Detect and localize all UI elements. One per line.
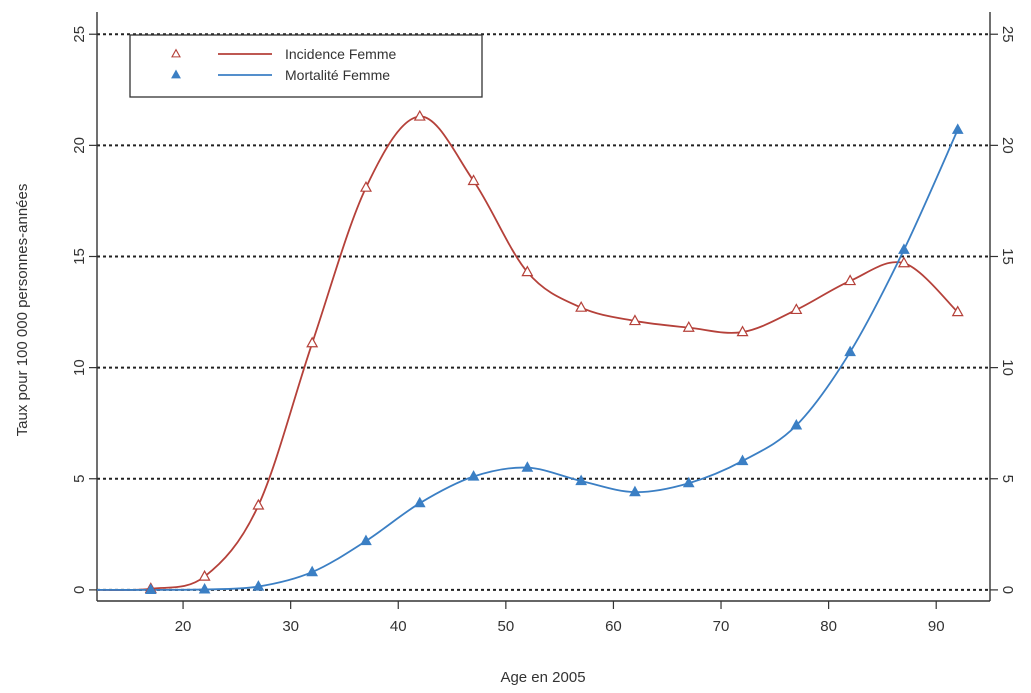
x-tick-label-50: 50 — [497, 618, 514, 635]
series-0-point-52 — [521, 265, 534, 277]
y-tick-label-15: 15 — [71, 248, 88, 265]
x-axis-title: Age en 2005 — [500, 669, 585, 686]
right-tick-label-0: 0 — [999, 586, 1016, 594]
series-lines — [96, 115, 959, 591]
series-1-point-37 — [360, 534, 372, 546]
right-tick-label-20: 20 — [999, 137, 1016, 154]
series-1-point-87 — [898, 243, 910, 254]
series-1-point-22 — [198, 583, 211, 594]
series-line-1 — [96, 129, 959, 591]
y-tick-label-5: 5 — [71, 475, 88, 483]
x-tick-label-40: 40 — [390, 618, 407, 635]
series-1-point-27 — [252, 580, 265, 591]
axes — [89, 12, 998, 609]
series-0-point-77 — [790, 303, 803, 315]
series-0-point-72 — [736, 325, 749, 337]
x-tick-label-80: 80 — [820, 618, 837, 635]
series-0-point-32 — [306, 336, 319, 348]
right-tick-label-10: 10 — [999, 359, 1016, 376]
x-tick-label-30: 30 — [282, 618, 299, 635]
series-0-point-62 — [628, 314, 641, 326]
series-line-0 — [96, 115, 959, 591]
legend-box — [129, 34, 483, 98]
series-1-point-62 — [629, 485, 641, 497]
series-0-point-92 — [951, 305, 964, 317]
series-1-point-77 — [790, 418, 803, 430]
series-0-point-87 — [897, 256, 910, 268]
series-markers — [144, 109, 964, 594]
series-1-point-57 — [575, 474, 588, 486]
legend-marker-incidence — [171, 48, 181, 58]
series-0-point-27 — [252, 498, 265, 510]
x-tick-label-60: 60 — [605, 618, 622, 635]
series-1-point-72 — [736, 454, 749, 466]
legend: Incidence Femme Mortalité Femme — [129, 34, 483, 98]
series-1-point-17 — [144, 583, 157, 594]
y-tick-label-20: 20 — [71, 137, 88, 154]
series-1-point-52 — [521, 461, 534, 472]
right-tick-label-15: 15 — [999, 248, 1016, 265]
series-1-point-32 — [306, 565, 319, 577]
x-tick-label-70: 70 — [713, 618, 730, 635]
series-0-point-47 — [467, 174, 480, 186]
y-axis-title: Taux pour 100 000 personnes-années — [14, 184, 31, 437]
series-1-point-82 — [844, 345, 856, 357]
series-0-point-37 — [359, 180, 372, 192]
series-0-point-42 — [413, 109, 426, 121]
legend-marker-mortality — [171, 69, 181, 79]
legend-label-incidence: Incidence Femme — [285, 46, 396, 62]
legend-label-mortality: Mortalité Femme — [285, 67, 390, 83]
series-0-point-67 — [682, 320, 695, 332]
series-1-point-67 — [682, 476, 695, 488]
x-tick-label-90: 90 — [928, 618, 945, 635]
y-tick-label-25: 25 — [71, 26, 88, 43]
gridlines — [97, 33, 990, 591]
y-tick-label-0: 0 — [71, 586, 88, 594]
x-tick-label-20: 20 — [175, 618, 192, 635]
series-0-point-57 — [575, 300, 588, 312]
series-0-point-82 — [844, 274, 857, 286]
y-tick-label-10: 10 — [71, 359, 88, 376]
series-0-point-22 — [198, 569, 211, 581]
series-1-point-92 — [951, 123, 964, 134]
series-1-point-47 — [467, 470, 480, 481]
tick-labels: 20 30 40 50 60 70 80 90 0 5 10 15 20 25 0 5 10 15 20 25 — [71, 26, 1016, 635]
right-tick-label-5: 5 — [999, 475, 1016, 483]
right-tick-label-25: 25 — [999, 26, 1016, 43]
series-1-point-42 — [413, 496, 426, 508]
